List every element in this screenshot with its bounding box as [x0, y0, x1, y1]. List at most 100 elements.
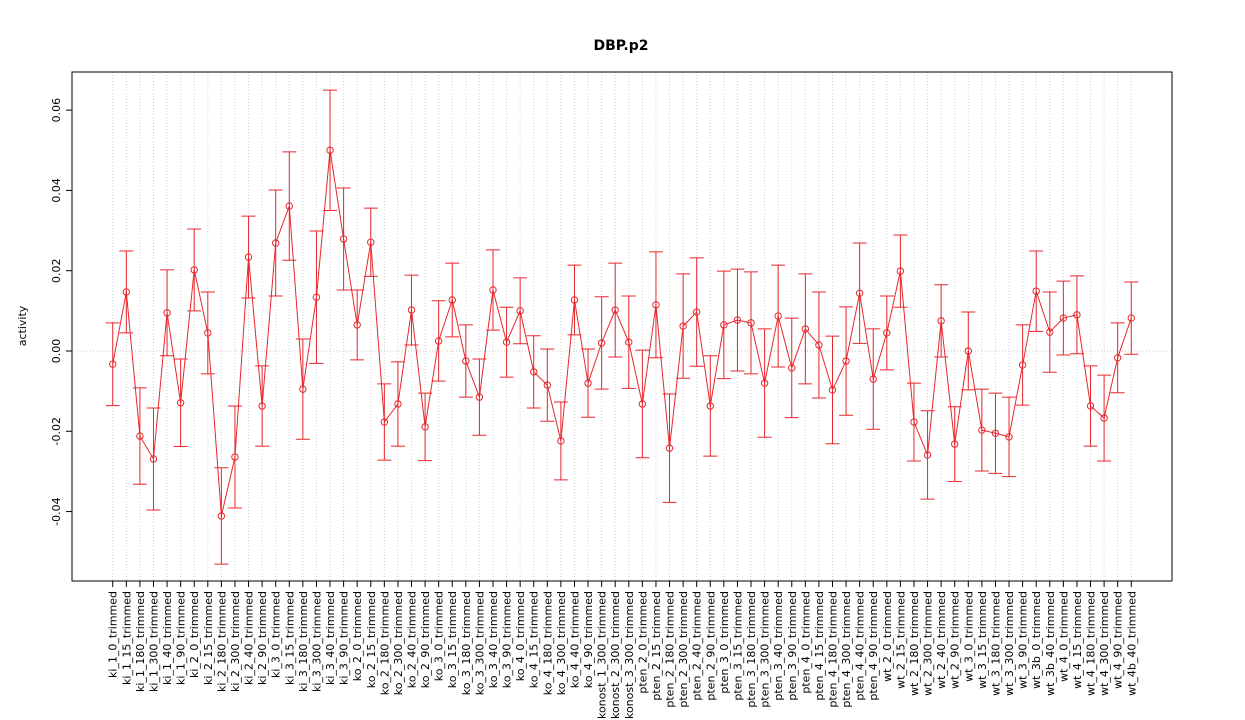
point	[326, 146, 334, 154]
point	[1113, 354, 1122, 362]
error-bar	[1056, 280, 1071, 356]
x-tick-label: ko_4_180_trimmed	[541, 591, 554, 695]
error-bar	[648, 251, 663, 359]
y-tick-label: -0.02	[50, 417, 63, 445]
error-bar	[132, 387, 147, 485]
x-tick-label: pten_2_300_trimmed	[677, 591, 690, 708]
error-bar	[1110, 322, 1125, 394]
error-bar	[581, 348, 596, 418]
point	[285, 202, 293, 210]
point	[869, 375, 877, 383]
error-bar	[662, 393, 677, 503]
point	[204, 329, 212, 337]
point	[788, 364, 796, 372]
x-tick-label: pten_2_90_trimmed	[704, 591, 717, 701]
point	[584, 379, 592, 387]
x-tick-label: ko_4_0_trimmed	[514, 591, 527, 681]
error-bar	[1029, 250, 1044, 332]
error-bar	[485, 249, 500, 331]
error-bar	[934, 284, 949, 358]
error-bar	[472, 358, 487, 436]
point	[557, 437, 565, 445]
point	[638, 400, 647, 408]
point	[855, 289, 864, 297]
point	[244, 253, 253, 261]
point	[1046, 328, 1054, 336]
x-tick-label: pten_2_15_trimmed	[650, 591, 663, 701]
point	[475, 393, 484, 401]
chart-title: DBP.p2	[593, 38, 648, 54]
x-tick-label: ko_4_40_trimmed	[568, 591, 581, 688]
error-bar	[499, 306, 514, 378]
point	[1086, 402, 1095, 410]
error-bar	[323, 89, 338, 211]
error-bar	[594, 296, 609, 390]
x-tick-label: wt_2_180_trimmed	[908, 591, 921, 696]
x-tick-label: ki_3_40_trimmed	[324, 591, 337, 685]
x-tick-label: ko_2_40_trimmed	[406, 591, 419, 688]
x-tick-label: wt_2_90_trimmed	[949, 591, 962, 689]
point	[217, 512, 226, 520]
x-tick-label: wt_3_90_trimmed	[1017, 591, 1030, 689]
error-bar	[893, 234, 908, 308]
point	[991, 429, 1000, 437]
x-tick-label: wt_4_300_trimmed	[1098, 591, 1111, 696]
point	[1073, 311, 1081, 319]
error-bar	[811, 291, 826, 399]
error-bar	[730, 268, 745, 372]
error-bar	[526, 335, 541, 409]
error-bar	[187, 228, 202, 312]
x-tick-label: ko_4_90_trimmed	[582, 591, 595, 688]
error-bar	[336, 187, 351, 291]
point	[163, 309, 171, 317]
point	[258, 402, 266, 410]
point	[353, 321, 361, 329]
x-tick-label: pten_4_0_trimmed	[799, 591, 812, 694]
x-tick-label: ko_3_0_trimmed	[433, 591, 446, 681]
error-bar	[947, 406, 962, 482]
error-bar	[988, 392, 1003, 474]
error-bar	[852, 242, 867, 344]
x-tick-label: wt_3_180_trimmed	[989, 591, 1002, 696]
x-tick-label: pten_3_180_trimmed	[745, 591, 758, 708]
x-tick-label: konost_3_300_trimmed	[623, 591, 636, 719]
point	[896, 267, 905, 275]
point	[272, 239, 280, 247]
x-tick-label: wt_3_15_trimmed	[976, 591, 989, 689]
error-bar	[784, 317, 799, 419]
x-tick-label: pten_3_15_trimmed	[731, 591, 744, 701]
point	[299, 385, 307, 393]
point	[1100, 414, 1108, 422]
x-tick-label: ko_2_15_trimmed	[365, 591, 378, 688]
x-tick-label: wt_4b_40_trimmed	[1125, 591, 1138, 696]
point	[136, 432, 144, 440]
x-tick-label: wt_4_15_trimmed	[1071, 591, 1084, 689]
point	[964, 347, 972, 355]
x-tick-label: pten_3_300_trimmed	[759, 591, 772, 708]
point	[462, 357, 470, 365]
point	[434, 337, 443, 345]
error-bar	[676, 273, 691, 379]
point	[692, 308, 701, 316]
x-tick-label: ki_2_15_trimmed	[202, 591, 215, 685]
x-tick-label: ki_2_0_trimmed	[188, 591, 201, 678]
point	[747, 319, 755, 327]
x-tick-label: pten_4_300_trimmed	[840, 591, 853, 708]
error-bar	[431, 300, 446, 382]
point	[720, 321, 728, 329]
x-tick-label: ko_4_15_trimmed	[528, 591, 541, 688]
x-tick-label: ko_3_40_trimmed	[487, 591, 500, 688]
x-tick-label: wt_2_0_trimmed	[881, 591, 894, 682]
error-bar	[906, 382, 921, 462]
x-tick-label: wt_4_180_trimmed	[1085, 591, 1098, 696]
x-tick-label: konost_2_300_trimmed	[609, 591, 622, 719]
point	[502, 338, 511, 346]
point	[652, 301, 660, 309]
x-tick-label: ko_2_0_trimmed	[351, 591, 364, 681]
point	[1032, 287, 1040, 295]
point	[937, 317, 945, 325]
x-tick-label: ki_1_300_trimmed	[147, 591, 160, 692]
x-tick-label: pten_4_180_trimmed	[826, 591, 839, 708]
y-tick-label: 0.06	[50, 98, 63, 123]
error-bar	[798, 273, 813, 385]
